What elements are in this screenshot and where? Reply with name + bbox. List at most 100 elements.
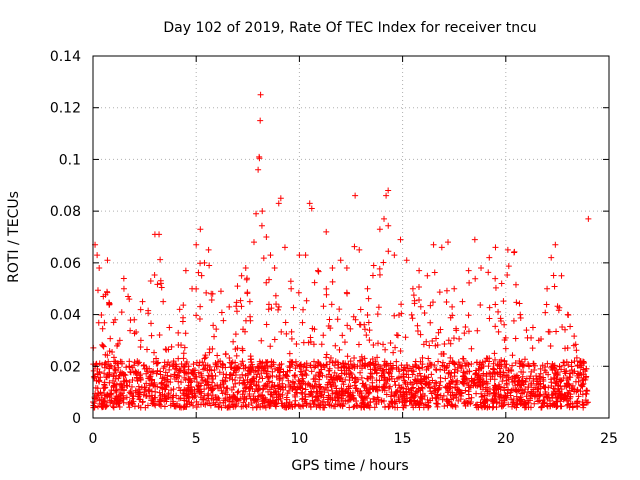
data-point: [397, 392, 404, 399]
data-point: [474, 327, 481, 334]
data-point: [358, 374, 365, 381]
data-point: [308, 205, 315, 212]
data-point: [411, 300, 418, 307]
data-point: [519, 373, 526, 380]
data-point: [198, 390, 205, 397]
data-point: [127, 388, 134, 395]
data-point: [251, 397, 258, 404]
data-point: [153, 355, 160, 362]
data-point: [148, 397, 155, 404]
data-point: [426, 360, 433, 367]
data-point: [559, 324, 566, 331]
data-point: [261, 402, 268, 409]
data-point: [578, 371, 585, 378]
data-point: [311, 279, 318, 286]
data-point: [464, 359, 471, 366]
data-point: [548, 363, 555, 370]
data-point: [234, 389, 241, 396]
data-point: [542, 384, 549, 391]
data-point: [578, 382, 585, 389]
data-point: [297, 384, 304, 391]
data-point: [554, 394, 561, 401]
data-point: [206, 262, 213, 269]
data-point: [445, 337, 452, 344]
data-point: [310, 358, 317, 365]
data-point: [404, 362, 411, 369]
data-point: [411, 376, 418, 383]
data-point: [445, 239, 452, 246]
data-point: [197, 394, 204, 401]
data-point: [413, 388, 420, 395]
data-point: [360, 395, 367, 402]
data-point: [136, 386, 143, 393]
data-point: [148, 392, 155, 399]
data-point: [246, 298, 253, 305]
y-tick-label: 0.02: [50, 359, 81, 375]
data-point: [531, 393, 538, 400]
data-point: [412, 392, 419, 399]
data-point: [429, 377, 436, 384]
data-point: [288, 359, 295, 366]
data-point: [291, 391, 298, 398]
data-point: [163, 384, 170, 391]
data-point: [544, 285, 551, 292]
data-point: [504, 272, 511, 278]
data-point: [318, 366, 325, 373]
data-point: [233, 299, 240, 306]
data-point: [295, 289, 302, 296]
data-point: [355, 341, 362, 348]
data-point: [129, 400, 136, 407]
data-point: [406, 398, 413, 405]
data-point: [302, 370, 309, 377]
data-point: [245, 364, 252, 371]
data-point: [116, 403, 123, 410]
data-point: [343, 289, 350, 296]
data-point: [165, 359, 172, 366]
data-point: [292, 386, 299, 393]
data-point: [492, 323, 499, 330]
data-point: [386, 383, 393, 390]
data-point: [118, 381, 125, 388]
x-tick-label: 15: [394, 431, 412, 447]
data-point: [214, 396, 221, 403]
data-point: [445, 398, 452, 405]
data-point: [402, 334, 409, 341]
data-point: [583, 387, 590, 394]
data-point: [217, 358, 224, 365]
data-point: [443, 298, 450, 305]
data-point: [230, 338, 237, 345]
data-point: [328, 402, 335, 409]
data-point: [424, 272, 431, 279]
y-tick-label: 0: [72, 411, 81, 427]
data-point: [352, 378, 359, 385]
data-point: [318, 388, 325, 395]
data-point: [261, 382, 268, 389]
data-point: [180, 355, 187, 362]
data-point: [339, 360, 346, 367]
data-point: [212, 361, 219, 368]
data-point: [425, 404, 432, 411]
data-point: [343, 367, 350, 374]
data-point: [208, 395, 215, 402]
data-point: [300, 306, 307, 313]
data-point: [549, 402, 556, 409]
data-point: [498, 394, 505, 401]
data-point: [250, 239, 257, 246]
data-point: [233, 352, 240, 359]
data-point: [123, 394, 130, 401]
data-point: [582, 376, 589, 383]
data-point: [375, 396, 382, 403]
y-tick-label: 0.14: [50, 49, 81, 65]
data-point: [161, 403, 168, 410]
data-point: [507, 389, 514, 396]
data-point: [492, 284, 499, 291]
data-point: [492, 356, 499, 363]
data-point: [267, 252, 274, 259]
data-point: [359, 394, 366, 401]
data-point: [219, 390, 226, 397]
data-point: [385, 222, 392, 229]
data-point: [342, 397, 349, 404]
data-point: [577, 358, 584, 365]
data-point: [128, 390, 135, 397]
data-point: [370, 262, 377, 269]
